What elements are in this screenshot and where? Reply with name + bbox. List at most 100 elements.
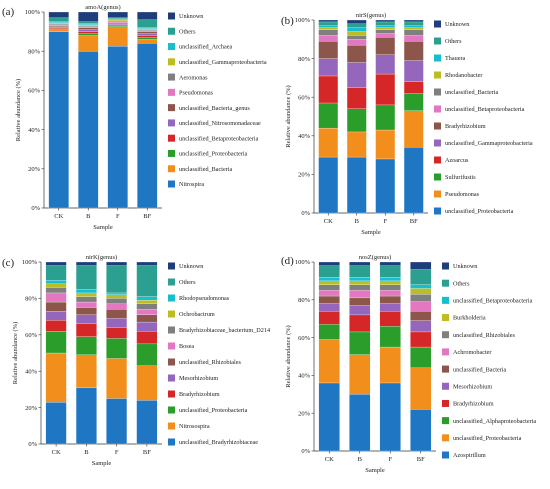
legend-label: Bradyrhizobium (179, 391, 220, 398)
legend-swatch (442, 365, 449, 373)
legend-swatch (168, 422, 175, 430)
legend-swatch (168, 358, 175, 366)
bar-segment (45, 280, 67, 284)
bar-segment (349, 394, 371, 452)
y-tick-label: 40% (298, 133, 311, 140)
bar-segment (403, 27, 424, 30)
legend-swatch (434, 37, 441, 45)
bar-segment (75, 336, 97, 355)
chart-title: nirS(genus) (356, 12, 386, 19)
bar-segment (48, 22, 69, 24)
bar-segment (379, 382, 401, 452)
bar-segment (410, 269, 432, 285)
legend-swatch (434, 105, 441, 113)
y-tick-label: 80% (28, 48, 41, 55)
y-tick-label: 0% (28, 441, 37, 448)
legend-label: unclassified_Proteobacteria (179, 151, 248, 158)
bar-segment (107, 23, 128, 25)
legend-swatch (168, 326, 175, 334)
legend-label: Unknown (179, 13, 203, 20)
bar-segment (379, 284, 401, 291)
y-tick-label: 60% (298, 335, 311, 342)
legend: Unknown Others Rhodopseudomonas Ochrobactru… (168, 262, 270, 446)
x-tick-label: F (383, 218, 387, 225)
legend-swatch (434, 207, 441, 215)
bar-segment (136, 265, 158, 297)
y-tick-label: 80% (25, 296, 38, 303)
legend-label: Azoarcus (445, 157, 469, 164)
x-tick-label: F (116, 213, 120, 220)
bar-segment (137, 33, 158, 36)
legend-label: unclassified_Bacteria_genus (179, 105, 250, 112)
bar-segment (318, 58, 339, 77)
bar-segment (379, 265, 401, 278)
y-tick-label: 40% (298, 373, 311, 380)
y-tick-label: 60% (298, 94, 311, 101)
bar-segment (375, 29, 396, 34)
y-tick-label: 80% (298, 297, 311, 304)
legend-label: Nitrosospira (179, 423, 210, 430)
bar-segment (75, 387, 97, 445)
legend-swatch (168, 88, 175, 96)
x-tick-label: B (355, 218, 360, 225)
bar-segment (318, 127, 339, 158)
legend-swatch (168, 180, 175, 188)
bar-segment (379, 346, 401, 384)
y-tick-label: 100% (22, 259, 38, 266)
legend-swatch (434, 88, 441, 96)
bar-segment (403, 110, 424, 148)
x-axis-label: Sample (93, 224, 113, 231)
bar-segment (346, 31, 367, 36)
legend-swatch (168, 438, 175, 446)
bar-segment (318, 29, 339, 36)
y-tick-label: 20% (25, 405, 38, 412)
y-tick-label: 100% (295, 17, 311, 24)
legend-label: unclassified_Betaproteobacteria (179, 135, 259, 142)
legend-swatch (168, 262, 175, 270)
bar-segment (75, 301, 97, 308)
bar-segment (349, 265, 371, 278)
bar-segment (403, 35, 424, 42)
bar-segment (78, 23, 99, 25)
bar-segment (48, 29, 69, 32)
bar-segment (107, 11, 128, 18)
bar-segment (318, 21, 339, 26)
bar-segment (375, 158, 396, 214)
y-tick-label: 40% (28, 127, 41, 134)
bar-segment (107, 17, 128, 19)
bar-segment (346, 156, 367, 214)
legend-swatch (442, 296, 449, 304)
bar-segment (403, 147, 424, 214)
bar-segment (410, 409, 432, 452)
legend-label: unclassified_Gammaproteobacteria (179, 59, 267, 66)
legend-swatch (442, 331, 449, 339)
bar-segment (45, 261, 67, 266)
panel-label: (d) (281, 255, 294, 267)
bar-segment (137, 11, 158, 20)
y-axis-label: Relative abundance (%) (285, 85, 292, 147)
bar-segment (107, 18, 128, 20)
bar-segment (379, 280, 401, 285)
bar-segment (318, 290, 340, 297)
y-tick-label: 100% (295, 259, 311, 266)
bar-segment (318, 276, 340, 282)
bar-segment (410, 284, 432, 289)
bar-segment (403, 25, 424, 28)
x-tick-label: B (358, 456, 363, 463)
legend-swatch (168, 390, 175, 398)
bar-segment (346, 27, 367, 32)
bar-segment (106, 327, 128, 339)
bar-segment (48, 31, 69, 209)
legend-swatch (168, 58, 175, 66)
bar-segment (375, 104, 396, 131)
legend-swatch (434, 20, 441, 28)
bar-segment (318, 382, 340, 452)
legend-label: Others (445, 38, 462, 45)
bar-segment (107, 26, 128, 47)
bar-segment (107, 22, 128, 24)
bar-segment (136, 365, 158, 401)
legend-label: Mesorhizobium (453, 383, 492, 390)
legend-label: Pseudomonas (445, 191, 480, 198)
legend: Unknown Others Thauera Rhodanobacter unclass… (434, 20, 533, 215)
x-tick-label: CK (52, 449, 61, 456)
